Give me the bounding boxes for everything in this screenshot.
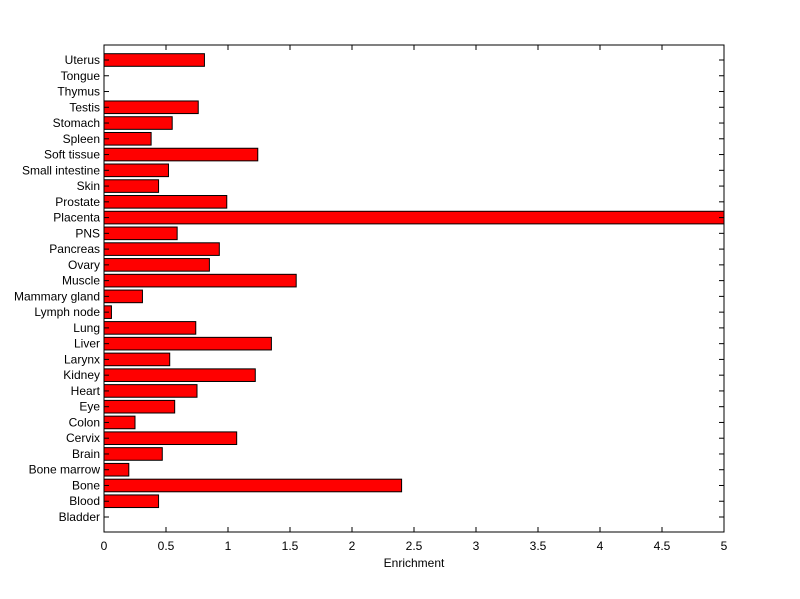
bar-liver bbox=[103, 336, 272, 351]
y-tick-label: Lymph node bbox=[34, 305, 100, 319]
y-tick-label: Brain bbox=[72, 447, 100, 461]
x-tick-label: 1.5 bbox=[282, 539, 299, 553]
bar-cervix bbox=[103, 431, 238, 446]
bar-lung bbox=[103, 321, 197, 335]
y-tick-label: Prostate bbox=[55, 195, 100, 209]
y-tick-label: Cervix bbox=[66, 431, 100, 445]
bar-skin bbox=[103, 179, 160, 193]
x-tick-label: 3.5 bbox=[530, 539, 547, 553]
bar-testis bbox=[103, 100, 199, 115]
x-tick-label: 1 bbox=[225, 539, 232, 553]
bar-larynx bbox=[103, 352, 171, 367]
bar-kidney bbox=[103, 368, 256, 382]
y-tick-label: PNS bbox=[75, 226, 100, 240]
y-tick-label: Heart bbox=[71, 384, 101, 398]
bar-pns bbox=[103, 226, 178, 241]
x-axis-label: Enrichment bbox=[384, 556, 445, 570]
y-tick-label: Pancreas bbox=[49, 242, 100, 256]
bar-muscle bbox=[103, 273, 297, 288]
bar-brain bbox=[103, 447, 163, 461]
y-tick-label: Larynx bbox=[64, 352, 100, 366]
bar-placenta bbox=[103, 210, 725, 225]
bar-eye bbox=[103, 399, 176, 414]
y-tick-label: Eye bbox=[79, 400, 100, 414]
x-tick-label: 5 bbox=[721, 539, 728, 553]
y-tick-label: Mammary gland bbox=[14, 289, 100, 303]
x-tick-label: 4.5 bbox=[654, 539, 671, 553]
x-tick-label: 3 bbox=[473, 539, 480, 553]
bar-heart bbox=[103, 384, 198, 398]
y-tick-label: Skin bbox=[77, 179, 100, 193]
bar-spleen bbox=[103, 131, 152, 146]
bar-bone bbox=[103, 478, 403, 493]
bar-pancreas bbox=[103, 242, 220, 256]
y-tick-label: Small intestine bbox=[22, 163, 100, 177]
bar-ovary bbox=[103, 258, 210, 272]
y-tick-label: Uterus bbox=[65, 53, 100, 67]
y-tick-label: Kidney bbox=[63, 368, 100, 382]
bar-soft-tissue bbox=[103, 147, 259, 162]
y-tick-label: Soft tissue bbox=[44, 148, 100, 162]
x-tick-label: 2.5 bbox=[406, 539, 423, 553]
y-tick-label: Bladder bbox=[59, 510, 100, 524]
y-tick-label: Liver bbox=[74, 337, 100, 351]
bar-blood bbox=[103, 494, 160, 509]
y-tick-label: Placenta bbox=[53, 211, 100, 225]
y-tick-label: Muscle bbox=[62, 274, 100, 288]
y-tick-label: Stomach bbox=[53, 116, 100, 130]
y-tick-label: Blood bbox=[69, 494, 100, 508]
y-tick-label: Ovary bbox=[68, 258, 100, 272]
plot-frame bbox=[103, 44, 725, 533]
bar-prostate bbox=[103, 195, 228, 209]
y-tick-label: Colon bbox=[69, 415, 100, 429]
y-tick-label: Spleen bbox=[63, 132, 100, 146]
x-tick-label: 0 bbox=[101, 539, 108, 553]
x-tick-label: 0.5 bbox=[158, 539, 175, 553]
bar-mammary-gland bbox=[103, 289, 143, 304]
x-tick-label: 4 bbox=[597, 539, 604, 553]
y-tick-label: Bone bbox=[72, 478, 100, 492]
y-tick-label: Testis bbox=[69, 100, 100, 114]
bar-stomach bbox=[103, 116, 173, 130]
plot-background bbox=[104, 45, 724, 532]
bar-small-intestine bbox=[103, 163, 169, 178]
x-tick-label: 2 bbox=[349, 539, 356, 553]
y-tick-label: Lung bbox=[73, 321, 100, 335]
bar-uterus bbox=[103, 53, 205, 67]
y-tick-label: Thymus bbox=[57, 85, 100, 99]
y-tick-label: Bone marrow bbox=[29, 463, 101, 477]
y-tick-label: Tongue bbox=[61, 69, 101, 83]
